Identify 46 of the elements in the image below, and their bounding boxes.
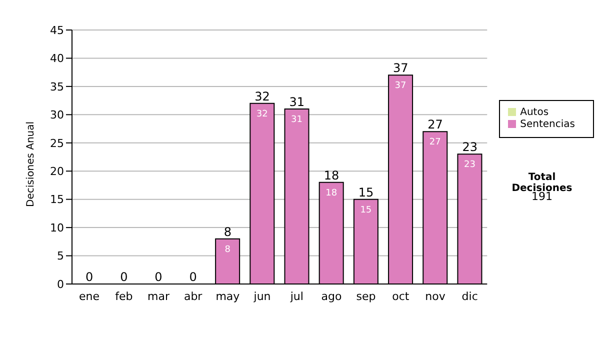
total-label: 0 xyxy=(85,270,94,284)
x-tick-label: sep xyxy=(356,290,376,303)
y-tick-label: 20 xyxy=(50,165,64,178)
x-tick-label: ago xyxy=(321,290,342,303)
legend-label: Autos xyxy=(520,107,549,118)
total-label: 37 xyxy=(393,61,408,76)
data-label: 18 xyxy=(326,188,338,198)
total-label: 31 xyxy=(289,95,304,110)
total-label: 27 xyxy=(428,118,443,132)
total-label: 8 xyxy=(224,224,232,239)
y-tick-label: 5 xyxy=(57,250,64,263)
legend-label: Sentencias xyxy=(520,119,575,130)
x-tick-label: nov xyxy=(425,290,446,303)
y-tick-label: 30 xyxy=(50,108,64,122)
data-label: 31 xyxy=(291,115,302,126)
y-tick-label: 45 xyxy=(50,24,64,37)
total-label: 23 xyxy=(462,140,478,154)
data-label: 15 xyxy=(360,205,372,216)
text: 191 xyxy=(532,190,552,203)
y-axis-title: Decisiones Anual xyxy=(26,121,37,207)
data-label: 32 xyxy=(256,109,268,120)
total-label: 32 xyxy=(254,89,270,104)
y-tick-label: 35 xyxy=(50,80,64,94)
x-tick-label: abr xyxy=(184,290,203,303)
x-tick-label: oct xyxy=(392,290,410,303)
x-tick-label: mar xyxy=(147,290,170,303)
total-label: 18 xyxy=(324,168,340,182)
x-tick-label: dic xyxy=(462,290,478,303)
x-tick-label: jun xyxy=(252,290,271,303)
x-tick-label: feb xyxy=(115,290,133,303)
x-tick-label: ene xyxy=(79,290,100,303)
y-tick-label: 25 xyxy=(50,136,64,150)
data-label: 37 xyxy=(394,81,406,92)
total-label: 0 xyxy=(154,270,162,284)
data-label: 23 xyxy=(464,160,476,170)
y-tick-label: 10 xyxy=(50,221,64,234)
total-label: 0 xyxy=(120,270,128,284)
x-tick-label: jul xyxy=(289,290,304,303)
y-tick-label: 40 xyxy=(50,52,64,66)
total-label: 0 xyxy=(189,270,197,284)
total-label: 15 xyxy=(358,185,374,200)
data-label: 8 xyxy=(224,244,231,255)
y-tick-label: 15 xyxy=(50,193,64,206)
x-tick-label: may xyxy=(216,290,240,303)
data-label: 27 xyxy=(429,138,441,148)
y-tick-label: 0 xyxy=(57,278,64,291)
